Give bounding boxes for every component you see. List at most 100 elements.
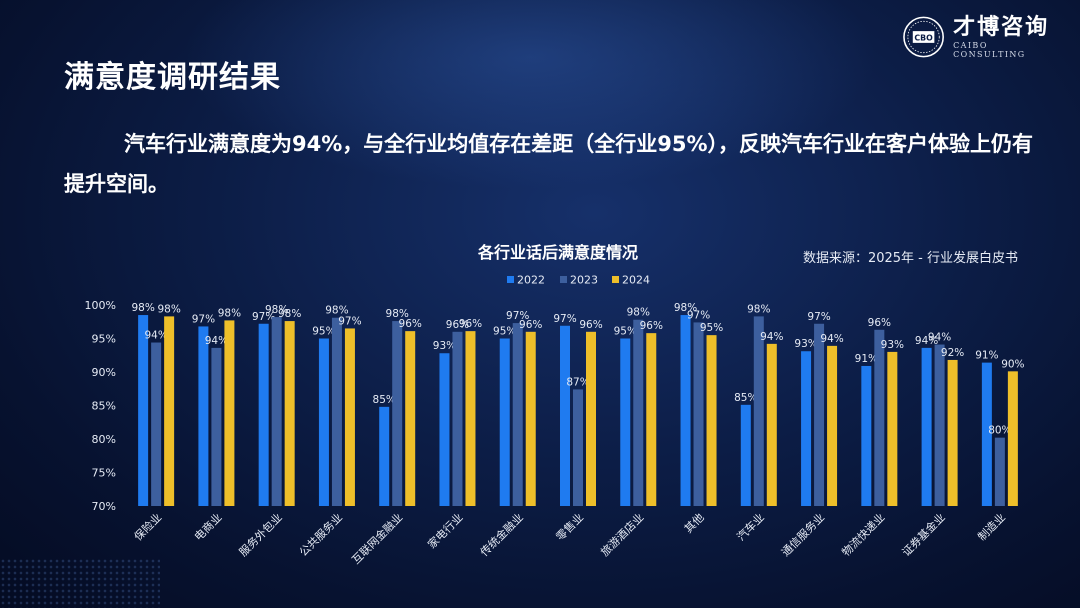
- data-label-2023: 98%: [325, 305, 348, 317]
- data-label-2023: 98%: [627, 307, 650, 319]
- data-label-2023: 98%: [747, 303, 770, 315]
- x-category-label: 传统金融业: [477, 510, 526, 559]
- bar-2024: [586, 331, 596, 506]
- summary-text: 汽车行业满意度为94%，与全行业均值存在差距（全行业95%），反映汽车行业在客户…: [64, 132, 1034, 196]
- x-category-label: 其他: [682, 511, 707, 536]
- legend-label-2024: 2024: [622, 274, 650, 287]
- y-tick-label: 75%: [92, 467, 116, 480]
- bar-2022: [981, 362, 992, 506]
- data-label-2024: 94%: [820, 333, 843, 345]
- bar-2024: [646, 333, 657, 506]
- bar-2022: [560, 325, 570, 506]
- bar-2022: [318, 338, 329, 506]
- bar-2023: [211, 347, 222, 506]
- data-label-2022: 98%: [131, 302, 154, 314]
- bar-2022: [499, 338, 510, 506]
- logo-seal-icon: CBO: [903, 16, 944, 58]
- legend-label-2023: 2023: [570, 274, 598, 287]
- bar-2022: [198, 326, 209, 506]
- bar-2023: [452, 331, 463, 506]
- y-tick-label: 85%: [92, 400, 116, 413]
- legend-swatch-2024: [612, 276, 619, 283]
- bar-2023: [994, 437, 1005, 506]
- data-label-2024: 96%: [459, 318, 482, 330]
- x-category-label: 服务外包业: [237, 511, 285, 559]
- x-category-label: 物流快递业: [839, 510, 888, 559]
- bar-2022: [258, 323, 269, 506]
- bar-2023: [512, 323, 523, 506]
- legend-swatch-2023: [560, 276, 567, 283]
- data-label-2024: 90%: [1001, 358, 1024, 370]
- data-label-2022: 94%: [915, 335, 938, 347]
- bar-2023: [934, 344, 945, 506]
- x-category-label: 汽车业: [734, 510, 767, 543]
- data-label-2022: 97%: [553, 313, 576, 325]
- data-label-2023: 94%: [144, 330, 167, 342]
- y-tick-label: 70%: [92, 500, 116, 513]
- data-label-2023: 97%: [687, 309, 710, 321]
- bar-2022: [921, 347, 932, 506]
- bar-2024: [465, 331, 476, 506]
- bar-2023: [331, 317, 342, 506]
- chart-title: 各行业话后满意度情况: [477, 243, 638, 262]
- data-label-2023: 80%: [988, 425, 1011, 437]
- data-label-2024: 96%: [640, 320, 663, 332]
- data-label-2024: 94%: [760, 331, 783, 343]
- bar-2023: [271, 317, 282, 506]
- data-label-2023: 96%: [868, 317, 891, 329]
- data-label-2023: 98%: [386, 308, 409, 320]
- bar-2022: [138, 315, 149, 506]
- y-tick-label: 95%: [92, 333, 116, 346]
- y-tick-label: 80%: [92, 433, 116, 446]
- data-source-note: 数据来源：2025年 - 行业发展白皮书: [802, 251, 1018, 266]
- data-label-2022: 93%: [794, 338, 817, 350]
- data-label-2023: 96%: [446, 319, 469, 331]
- x-category-label: 公共服务业: [297, 511, 345, 559]
- data-label-2023: 87%: [566, 376, 589, 388]
- page-title: 满意度调研结果: [64, 60, 281, 95]
- bar-2023: [814, 323, 825, 506]
- data-label-2023: 94%: [205, 335, 228, 347]
- data-label-2022: 85%: [373, 394, 396, 406]
- bar-2023: [573, 389, 583, 506]
- data-label-2023: 98%: [265, 304, 288, 316]
- x-category-label: 制造业: [975, 510, 1008, 543]
- x-category-label: 通信服务业: [779, 511, 827, 559]
- data-label-2022: 85%: [734, 392, 757, 404]
- bar-2023: [392, 321, 403, 506]
- data-label-2024: 98%: [218, 307, 241, 319]
- data-label-2022: 91%: [975, 350, 998, 362]
- data-label-2022: 95%: [614, 326, 637, 338]
- bar-2024: [284, 321, 295, 506]
- data-label-2024: 96%: [519, 319, 542, 331]
- data-label-2022: 91%: [855, 353, 878, 365]
- bar-2024: [947, 359, 958, 506]
- x-category-label: 零售业: [553, 510, 586, 543]
- bar-2022: [379, 406, 390, 506]
- bar-2024: [1007, 371, 1018, 506]
- decorative-dot-pattern: [0, 558, 160, 608]
- data-label-2024: 98%: [278, 308, 301, 320]
- x-category-label: 证券基金业: [899, 510, 948, 559]
- data-label-2022: 95%: [493, 326, 516, 338]
- x-category-label: 旅游酒店业: [598, 510, 647, 559]
- data-label-2023: 94%: [928, 332, 951, 344]
- y-tick-label: 100%: [85, 299, 116, 312]
- data-label-2022: 97%: [252, 311, 275, 323]
- x-category-label: 电商业: [191, 510, 224, 543]
- bar-2024: [706, 335, 717, 506]
- bar-2024: [887, 351, 898, 506]
- data-label-2022: 98%: [674, 302, 697, 314]
- bar-2024: [525, 331, 536, 506]
- data-label-2024: 92%: [941, 347, 964, 359]
- data-label-2024: 98%: [157, 303, 180, 315]
- data-label-2024: 96%: [579, 319, 602, 331]
- bar-2022: [680, 315, 691, 506]
- data-label-2024: 93%: [881, 339, 904, 351]
- bar-2022: [620, 338, 631, 506]
- y-tick-label: 90%: [92, 366, 116, 379]
- logo-name-en: CAIBO CONSULTING: [953, 41, 1026, 59]
- data-label-2024: 97%: [338, 315, 361, 327]
- bar-2022: [861, 365, 872, 506]
